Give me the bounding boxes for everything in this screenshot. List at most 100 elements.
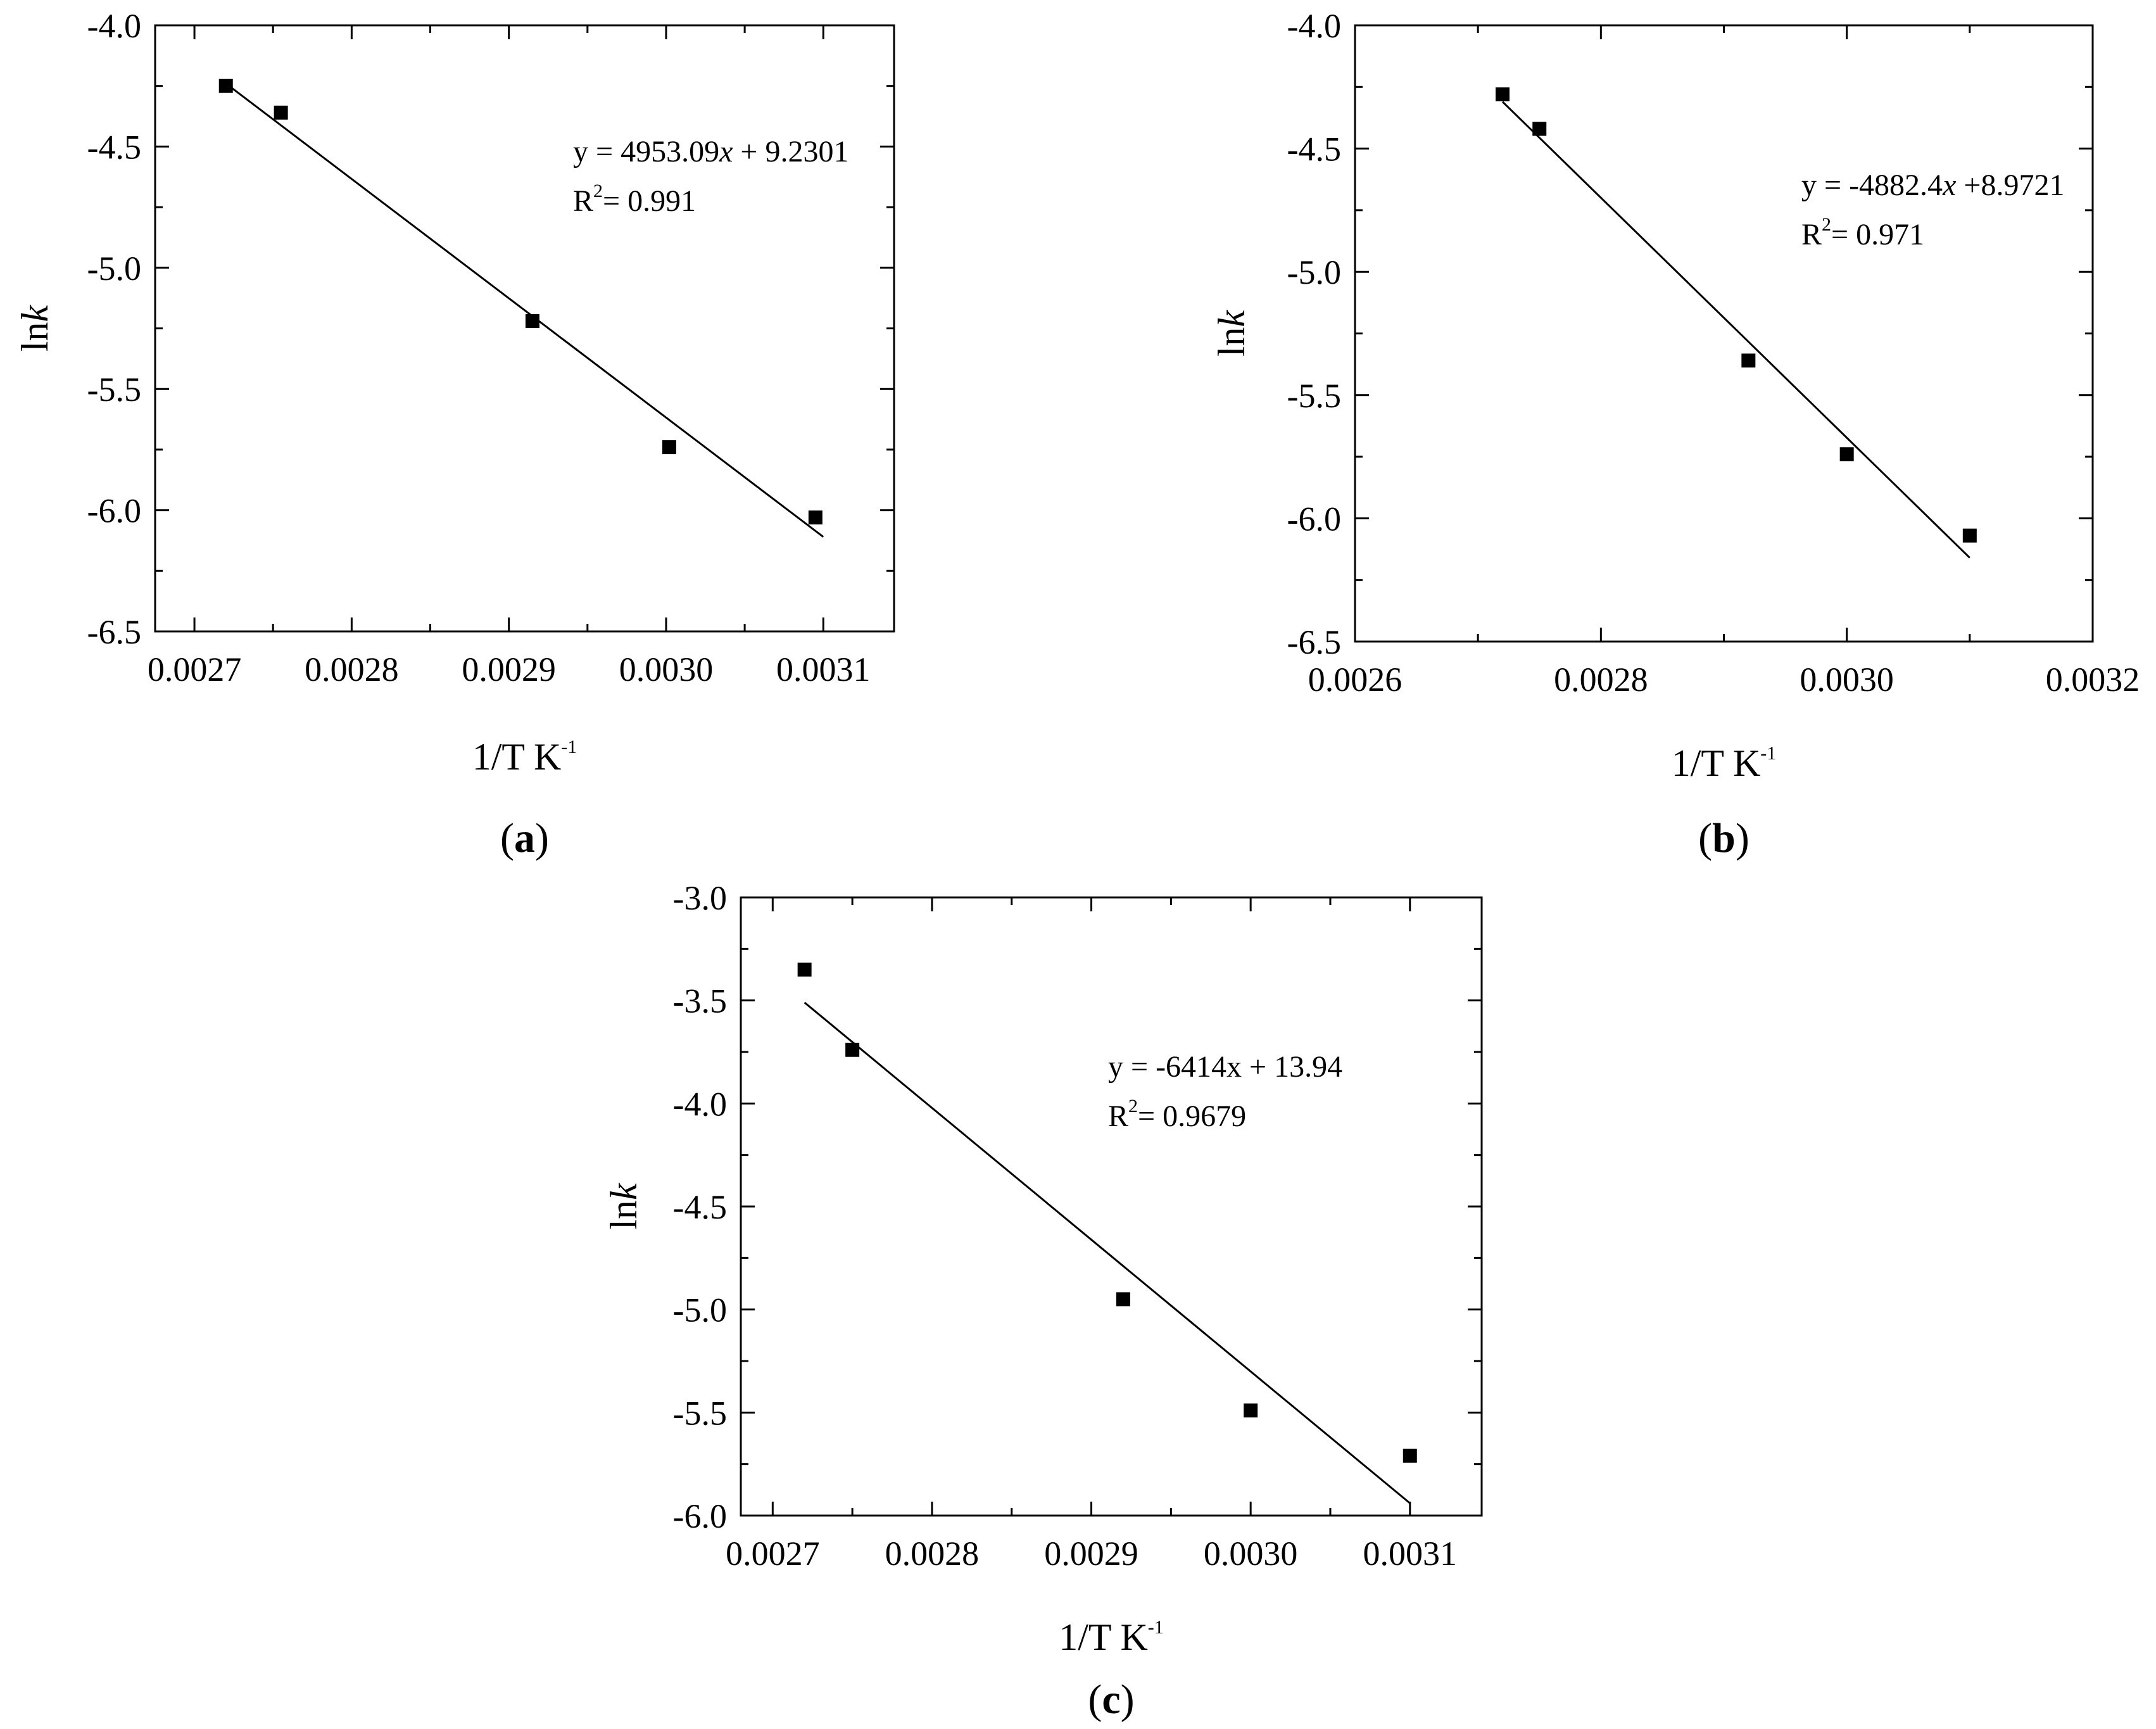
r-squared-label: R <box>1108 1099 1128 1133</box>
x-tick-label: 0.0030 <box>1800 661 1894 699</box>
x-axis-title-sup: -1 <box>1148 1617 1164 1638</box>
y-tick-label: -5.0 <box>87 250 141 288</box>
data-point <box>218 79 233 93</box>
data-point <box>1839 447 1854 462</box>
data-point <box>1962 528 1977 543</box>
x-axis-title-text: 1/T K <box>1672 742 1761 784</box>
y-axis-title-var: k <box>14 304 56 322</box>
panel-label-close: ) <box>1736 815 1749 861</box>
data-point <box>1403 1448 1417 1463</box>
x-tick-label: 0.0026 <box>1308 661 1403 699</box>
y-tick-label: -6.0 <box>87 492 141 530</box>
y-tick-label: -5.5 <box>87 370 141 408</box>
x-tick-label: 0.0031 <box>776 650 871 688</box>
fit-equation: y = 4953.09x + 9.2301 <box>573 135 848 168</box>
y-tick-label: -5.5 <box>1287 377 1341 415</box>
data-point <box>845 1042 860 1057</box>
y-tick-label: -5.5 <box>673 1394 727 1432</box>
plot-frame <box>154 24 895 633</box>
fit-equation-var: x <box>719 135 733 168</box>
x-axis-title-sup: -1 <box>1760 743 1776 764</box>
x-tick-label: 0.0029 <box>1044 1535 1138 1573</box>
r-squared-label: R <box>573 184 593 218</box>
y-tick-label: -4.0 <box>673 1085 727 1123</box>
panel-label: (a) <box>500 815 549 861</box>
x-tick-label: 0.0028 <box>885 1535 980 1573</box>
data-point <box>1741 353 1756 368</box>
data-point <box>662 440 676 455</box>
x-tick-label: 0.0030 <box>1204 1535 1298 1573</box>
data-point <box>1496 87 1510 101</box>
data-point <box>525 314 539 329</box>
y-tick-label: -4.5 <box>1287 130 1341 168</box>
panel-label-open: ( <box>500 815 514 861</box>
x-tick-label: 0.0031 <box>1363 1535 1458 1573</box>
r-squared: R2= 0.971 <box>1801 214 1924 251</box>
data-point <box>808 510 823 525</box>
y-axis-title-text: ln <box>1211 327 1252 357</box>
y-axis-title: lnk <box>603 1182 645 1230</box>
x-axis-title-text: 1/T K <box>472 736 562 778</box>
y-tick-label: -6.0 <box>1287 500 1341 538</box>
fit-equation-text: y = -4882.4 <box>1801 168 1943 202</box>
chart-panel-c: 0.0027 0.0028 0.0029 0.0030 0.0031 -3.0 -3.5 -4… <box>603 879 1483 1723</box>
y-tick-label: -3.0 <box>673 879 727 917</box>
plot-frame <box>740 896 1483 1517</box>
fit-line <box>804 1001 1411 1504</box>
fit-equation: y = -4882.4x +8.9721 <box>1801 168 2064 202</box>
y-axis-title: lnk <box>14 304 56 352</box>
x-tick-label: 0.0029 <box>462 650 556 688</box>
x-tick-label: 0.0027 <box>148 650 242 688</box>
r-squared-value: = 0.9679 <box>1138 1099 1246 1133</box>
y-tick-label: -4.5 <box>87 128 141 166</box>
data-point <box>1244 1403 1258 1418</box>
r-squared-value: = 0.991 <box>603 184 696 218</box>
data-point <box>797 962 812 977</box>
y-tick-label: -6.5 <box>87 613 141 651</box>
y-tick-label: -5.0 <box>673 1291 727 1329</box>
fit-line <box>1501 101 1970 559</box>
panel-label-close: ) <box>535 815 549 861</box>
y-tick-label: -6.0 <box>673 1497 727 1535</box>
r-squared-sup: 2 <box>1822 214 1831 235</box>
plot-frame <box>1354 24 2094 643</box>
y-tick-label: -4.5 <box>673 1188 727 1226</box>
x-tick-label: 0.0032 <box>2046 661 2140 699</box>
chart-panel-b: 0.0026 0.0028 0.0030 0.0032 -4.0 -4.5 -5.0 -5.5… <box>1211 7 2140 861</box>
x-tick-label: 0.0028 <box>1554 661 1648 699</box>
data-point <box>1532 122 1547 136</box>
chart-panel-a: 0.0027 0.0028 0.0029 0.0030 0.0031 -4.0 -4.5 -5… <box>14 7 895 861</box>
x-tick-label: 0.0028 <box>305 650 399 688</box>
x-axis-title-text: 1/T K <box>1059 1616 1148 1658</box>
y-tick-label: -3.5 <box>673 982 727 1020</box>
x-axis-title: 1/T K-1 <box>472 736 577 778</box>
fit-equation-var: x <box>1942 168 1956 202</box>
panel-label-close: ) <box>1121 1676 1135 1723</box>
y-axis-title-text: ln <box>603 1200 645 1230</box>
r-squared-value: = 0.971 <box>1831 218 1924 251</box>
panel-label: (c) <box>1088 1676 1134 1723</box>
y-axis-title-var: k <box>603 1182 645 1200</box>
x-axis-title-sup: -1 <box>561 737 577 757</box>
panel-label-letter: a <box>514 815 535 861</box>
y-axis-title-var: k <box>1211 309 1252 327</box>
r-squared-sup: 2 <box>1128 1096 1138 1117</box>
y-tick-label: -4.0 <box>87 7 141 45</box>
fit-equation-intercept: + 9.2301 <box>733 135 848 168</box>
y-tick-label: -6.5 <box>1287 623 1341 661</box>
data-point <box>1116 1292 1130 1307</box>
panel-label-letter: b <box>1712 815 1736 861</box>
x-axis-title: 1/T K-1 <box>1672 742 1777 784</box>
fit-equation-text: y = 4953.09 <box>573 135 719 168</box>
panel-label-open: ( <box>1698 815 1712 861</box>
data-point <box>274 105 288 120</box>
y-tick-label: -5.0 <box>1287 253 1341 291</box>
panel-label-open: ( <box>1088 1676 1102 1723</box>
panel-label-letter: c <box>1102 1676 1120 1723</box>
x-axis-title: 1/T K-1 <box>1059 1616 1164 1658</box>
r-squared-sup: 2 <box>593 180 603 201</box>
r-squared: R2= 0.991 <box>573 180 696 218</box>
fit-line <box>225 82 824 538</box>
fit-equation: y = -6414x + 13.94 <box>1108 1050 1342 1084</box>
